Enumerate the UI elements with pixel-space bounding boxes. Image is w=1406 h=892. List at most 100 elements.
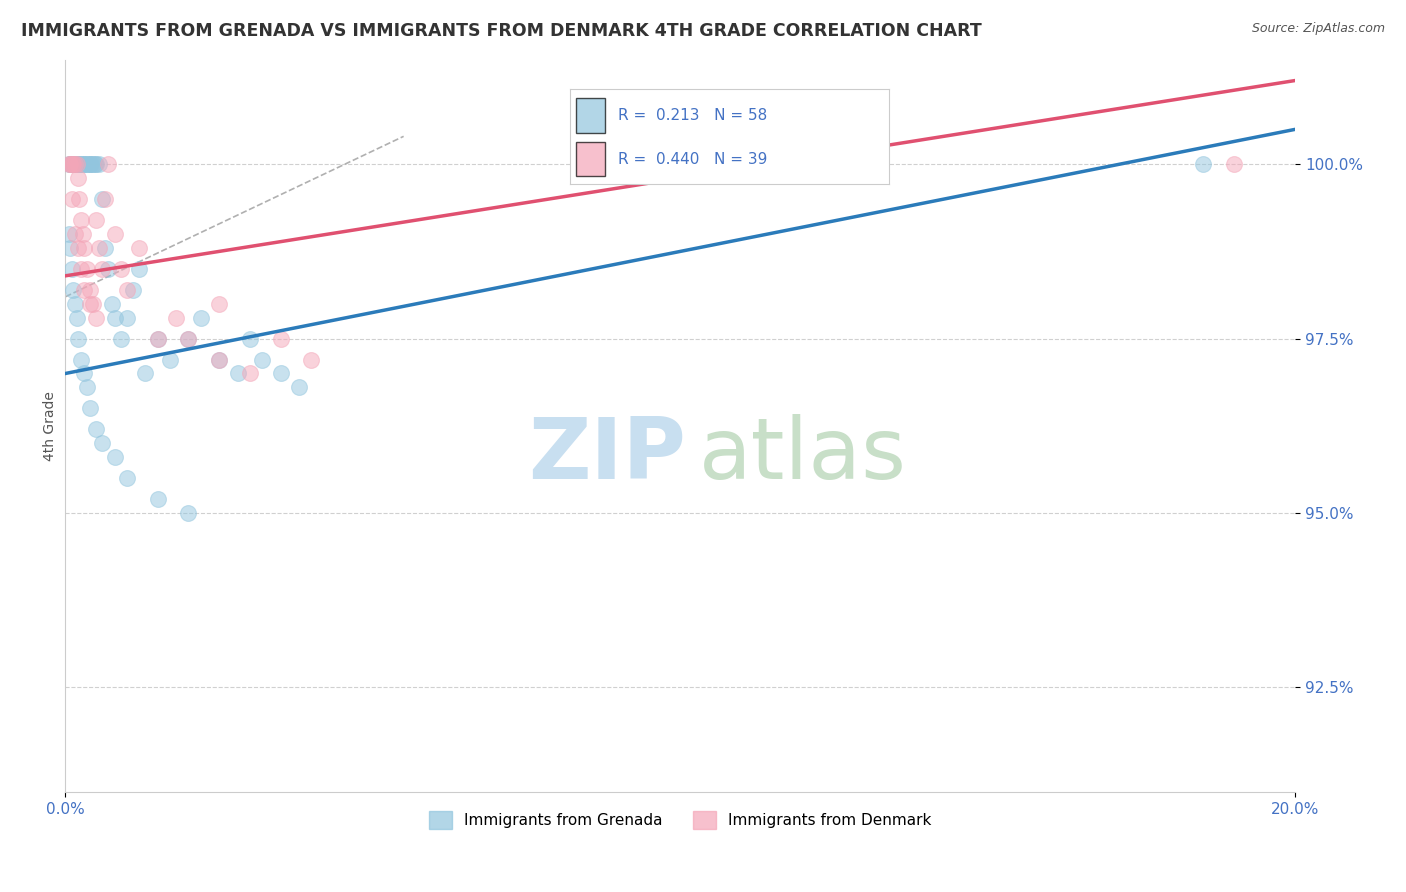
Point xyxy=(239,367,262,381)
Point xyxy=(62,157,84,171)
Point xyxy=(72,157,94,171)
Text: ZIP: ZIP xyxy=(527,414,685,497)
Point xyxy=(190,310,212,325)
Point xyxy=(73,157,96,171)
Point xyxy=(115,310,138,325)
Point xyxy=(128,261,150,276)
Point xyxy=(67,157,90,171)
Point xyxy=(84,310,107,325)
Point xyxy=(72,227,94,241)
Point xyxy=(59,241,82,255)
Point xyxy=(299,352,322,367)
Point xyxy=(62,157,84,171)
Point xyxy=(77,157,100,171)
Point xyxy=(69,261,91,276)
Point xyxy=(79,157,101,171)
Point xyxy=(97,261,120,276)
Point xyxy=(177,332,200,346)
Point xyxy=(84,157,107,171)
Point xyxy=(60,261,83,276)
Point xyxy=(110,332,132,346)
Point xyxy=(58,227,80,241)
Point xyxy=(288,380,311,394)
Point xyxy=(73,283,96,297)
Point xyxy=(146,332,169,346)
Text: Source: ZipAtlas.com: Source: ZipAtlas.com xyxy=(1251,22,1385,36)
Point xyxy=(63,157,86,171)
Point xyxy=(63,227,86,241)
Point xyxy=(270,332,292,346)
Point xyxy=(82,296,104,310)
Point xyxy=(91,192,114,206)
Text: atlas: atlas xyxy=(699,414,907,497)
Point xyxy=(73,241,96,255)
Point xyxy=(60,157,83,171)
Point xyxy=(115,283,138,297)
Point xyxy=(82,157,104,171)
Point xyxy=(104,227,127,241)
Point xyxy=(177,506,200,520)
Point xyxy=(67,192,90,206)
Point xyxy=(91,261,114,276)
Point xyxy=(94,241,117,255)
Point xyxy=(66,241,89,255)
Point xyxy=(1222,157,1244,171)
Point xyxy=(76,157,98,171)
Point xyxy=(128,241,150,255)
Point xyxy=(65,157,87,171)
Point xyxy=(58,157,80,171)
Point xyxy=(79,283,101,297)
Point xyxy=(65,157,87,171)
Point xyxy=(58,157,80,171)
Point xyxy=(177,332,200,346)
Point xyxy=(76,380,98,394)
Point xyxy=(79,401,101,416)
Point xyxy=(226,367,249,381)
Point xyxy=(84,422,107,436)
Point xyxy=(91,436,114,450)
Point xyxy=(94,192,117,206)
Point xyxy=(239,332,262,346)
Point xyxy=(100,296,122,310)
Point xyxy=(115,471,138,485)
Point xyxy=(59,157,82,171)
Point xyxy=(62,283,84,297)
Point xyxy=(66,171,89,186)
Point xyxy=(75,157,97,171)
Point xyxy=(69,213,91,227)
Point xyxy=(63,157,86,171)
Point xyxy=(165,310,187,325)
Point xyxy=(104,450,127,465)
Point xyxy=(65,310,87,325)
Point xyxy=(80,157,103,171)
Point xyxy=(89,241,111,255)
Point xyxy=(84,157,107,171)
Point xyxy=(159,352,181,367)
Point xyxy=(89,157,111,171)
Point xyxy=(208,352,231,367)
Point xyxy=(208,296,231,310)
Point xyxy=(110,261,132,276)
Point xyxy=(69,157,91,171)
Point xyxy=(1192,157,1215,171)
Point xyxy=(250,352,273,367)
Point xyxy=(79,296,101,310)
Point xyxy=(60,192,83,206)
Point xyxy=(270,367,292,381)
Point xyxy=(59,157,82,171)
Point xyxy=(66,157,89,171)
Text: IMMIGRANTS FROM GRENADA VS IMMIGRANTS FROM DENMARK 4TH GRADE CORRELATION CHART: IMMIGRANTS FROM GRENADA VS IMMIGRANTS FR… xyxy=(21,22,981,40)
Point xyxy=(122,283,145,297)
Point xyxy=(73,367,96,381)
Point xyxy=(208,352,231,367)
Point xyxy=(84,213,107,227)
Point xyxy=(97,157,120,171)
Point xyxy=(76,261,98,276)
Point xyxy=(66,332,89,346)
Point xyxy=(146,332,169,346)
Point xyxy=(63,296,86,310)
Point xyxy=(69,352,91,367)
Point xyxy=(60,157,83,171)
Point xyxy=(104,310,127,325)
Point xyxy=(146,491,169,506)
